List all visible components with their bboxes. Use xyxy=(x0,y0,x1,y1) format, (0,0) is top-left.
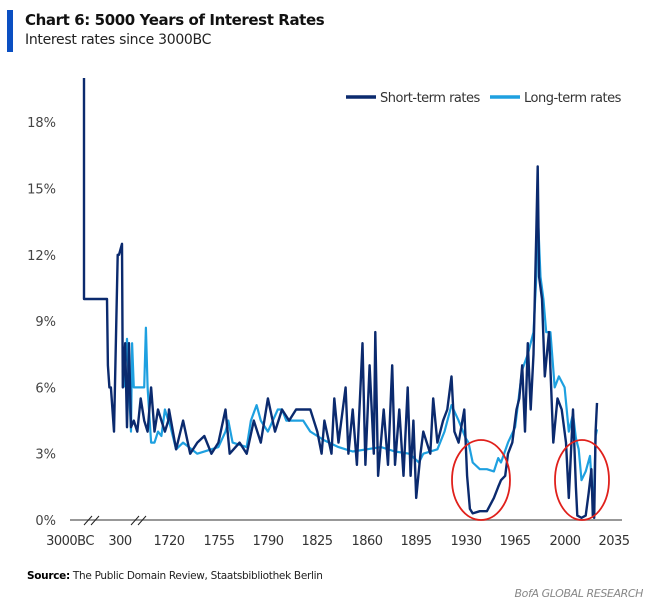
y-tick-label: 3% xyxy=(35,448,56,463)
annotation-circle xyxy=(554,439,610,521)
x-tick-label: 1825 xyxy=(301,534,332,549)
x-tick-label: 1790 xyxy=(252,534,283,549)
source-label: Source: xyxy=(27,570,70,582)
source-note: Source: The Public Domain Review, Staats… xyxy=(27,570,323,582)
x-tick-label: 3000BC xyxy=(46,534,94,549)
series-line-long-term xyxy=(122,209,599,502)
chart-title: Chart 6: 5000 Years of Interest Rates xyxy=(25,11,325,29)
x-tick-label: 1930 xyxy=(450,534,481,549)
axis-break-mark xyxy=(90,515,100,526)
series-line-short-term xyxy=(82,78,599,519)
x-tick-label: 1860 xyxy=(351,534,382,549)
x-tick-label: 1895 xyxy=(400,534,431,549)
x-tick-label: 2035 xyxy=(598,534,629,549)
y-tick-label: 18% xyxy=(27,116,56,131)
x-tick-label: 300 xyxy=(108,534,132,549)
y-tick-label: 15% xyxy=(27,183,56,198)
axis-break-mark xyxy=(83,515,93,526)
y-tick-label: 9% xyxy=(35,315,56,330)
y-tick-label: 0% xyxy=(35,514,56,529)
legend-label: Short-term rates xyxy=(380,91,480,106)
accent-bar xyxy=(7,10,13,52)
y-tick-label: 6% xyxy=(35,381,56,396)
source-text: The Public Domain Review, Staatsbiblioth… xyxy=(72,570,323,582)
y-tick-label: 12% xyxy=(27,249,56,264)
annotation-circle xyxy=(451,439,511,521)
axis-break-mark xyxy=(137,515,147,526)
brand-logo: BofA GLOBAL RESEARCH xyxy=(514,587,644,600)
axis-break-mark xyxy=(130,515,140,526)
x-tick-label: 1755 xyxy=(203,534,234,549)
legend-label: Long-term rates xyxy=(524,91,622,106)
chart-subtitle: Interest rates since 3000BC xyxy=(25,32,212,48)
x-tick-label: 2000 xyxy=(549,534,580,549)
x-tick-label: 1965 xyxy=(499,534,530,549)
x-tick-label: 1720 xyxy=(153,534,184,549)
